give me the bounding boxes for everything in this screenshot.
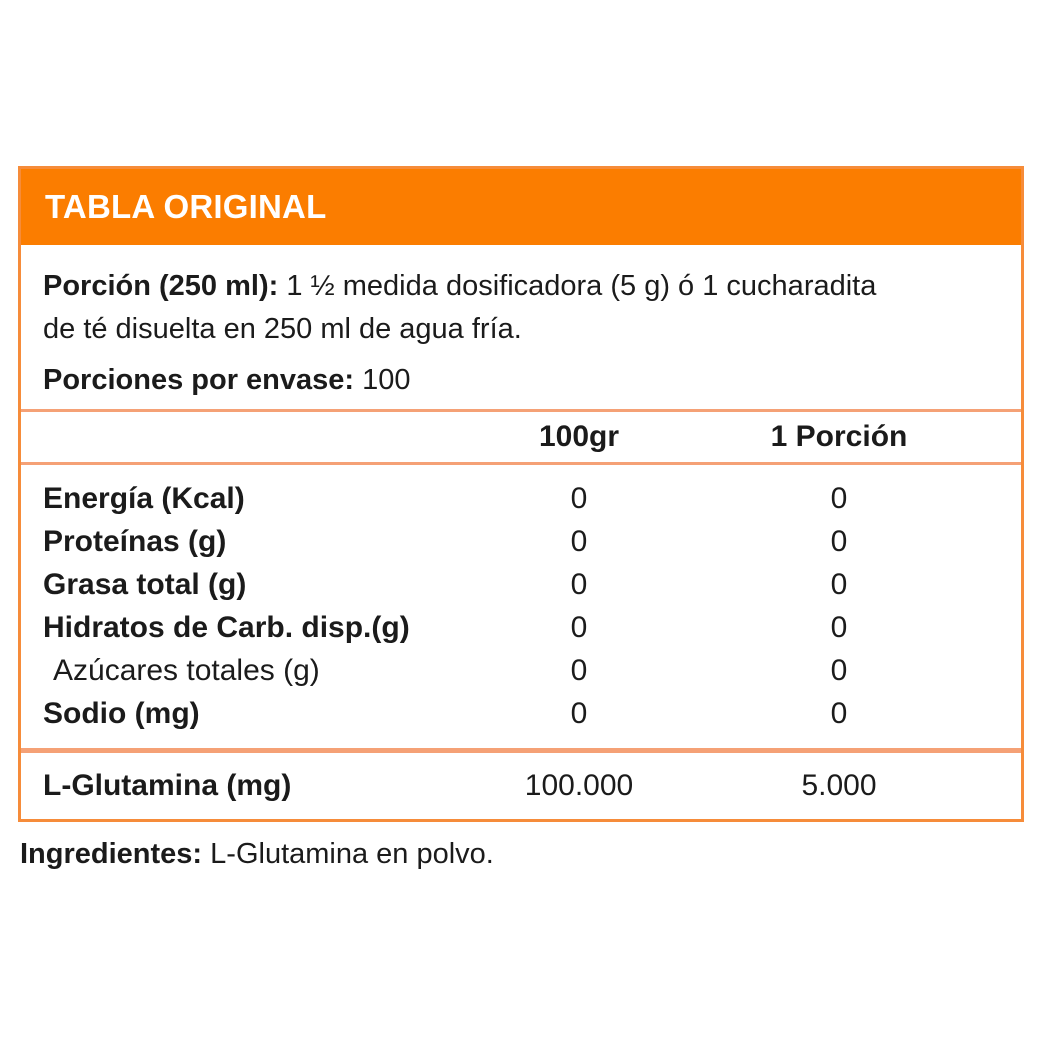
row-value-100g: 100.000 <box>524 769 634 802</box>
nutrient-rows: Energía (Kcal) 0 0 Proteínas (g) 0 0 Gra… <box>21 465 1021 748</box>
divider-top <box>21 409 1021 412</box>
table-row-energia: Energía (Kcal) 0 0 <box>21 477 1021 520</box>
row-value-portion: 0 <box>830 524 848 558</box>
table-row-sodio: Sodio (mg) 0 0 <box>21 692 1021 735</box>
row-label: Grasa total (g) <box>43 567 247 601</box>
divider-thick <box>21 748 1021 753</box>
row-value-portion: 0 <box>830 696 848 730</box>
column-header-portion: 1 Porción <box>770 420 908 453</box>
column-header-row: 100gr 1 Porción <box>21 412 1021 462</box>
row-value-100g: 0 <box>570 653 588 687</box>
serving-size-line1: Porción (250 ml): 1 ½ medida dosificador… <box>43 265 1001 308</box>
row-value-100g: 0 <box>570 696 588 730</box>
serving-size-line2: de té disuelta en 250 ml de agua fría. <box>43 308 1001 351</box>
row-label: Azúcares totales (g) <box>53 653 320 687</box>
serving-size-label: Porción (250 ml): <box>43 270 279 302</box>
row-label: L-Glutamina (mg) <box>43 769 292 802</box>
serving-size-text2: de té disuelta en 250 ml de agua fría. <box>43 313 522 345</box>
row-value-portion: 0 <box>830 481 848 515</box>
row-value-100g: 0 <box>570 481 588 515</box>
table-title-band: TABLA ORIGINAL <box>21 169 1021 245</box>
row-value-portion: 0 <box>830 567 848 601</box>
nutrition-table: TABLA ORIGINAL Porción (250 ml): 1 ½ med… <box>18 166 1024 822</box>
serving-size-text1: 1 ½ medida dosificadora (5 g) ó 1 cuchar… <box>286 270 877 302</box>
row-value-100g: 0 <box>570 567 588 601</box>
table-row-hidratos: Hidratos de Carb. disp.(g) 0 0 <box>21 606 1021 649</box>
row-value-portion: 5.000 <box>801 769 877 802</box>
table-row-azucares: Azúcares totales (g) 0 0 <box>21 649 1021 692</box>
table-title: TABLA ORIGINAL <box>45 188 327 225</box>
row-label: Sodio (mg) <box>43 696 200 730</box>
row-value-portion: 0 <box>830 610 848 644</box>
row-value-portion: 0 <box>830 653 848 687</box>
servings-per-container-line: Porciones por envase: 100 <box>43 359 1001 402</box>
ingredients-label: Ingredientes: <box>20 838 203 870</box>
ingredients-line: Ingredientes: L-Glutamina en polvo. <box>20 838 494 871</box>
row-value-100g: 0 <box>570 610 588 644</box>
table-row-grasa-total: Grasa total (g) 0 0 <box>21 563 1021 606</box>
table-row-proteinas: Proteínas (g) 0 0 <box>21 520 1021 563</box>
row-value-100g: 0 <box>570 524 588 558</box>
row-label: Energía (Kcal) <box>43 481 245 515</box>
servings-per-container-value: 100 <box>362 364 411 396</box>
divider-header <box>21 462 1021 465</box>
ingredients-value: L-Glutamina en polvo. <box>210 838 494 870</box>
row-label: Proteínas (g) <box>43 524 227 558</box>
servings-per-container-label: Porciones por envase: <box>43 364 355 396</box>
table-row-l-glutamina: L-Glutamina (mg) 100.000 5.000 <box>21 753 1021 819</box>
column-header-100g: 100gr <box>538 420 620 453</box>
serving-info-section: Porción (250 ml): 1 ½ medida dosificador… <box>21 245 1021 409</box>
row-label: Hidratos de Carb. disp.(g) <box>43 610 410 644</box>
